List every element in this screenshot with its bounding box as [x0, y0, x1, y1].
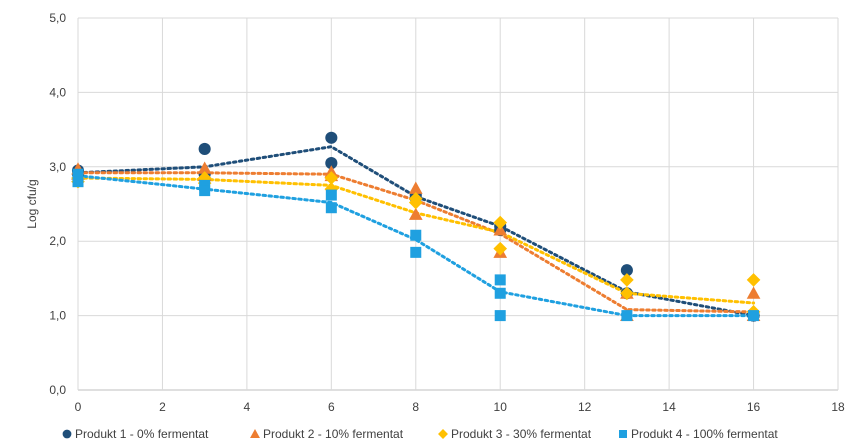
- data-point: [493, 241, 508, 256]
- x-axis: 0 2 4 6 8 10 12 14 16 18: [75, 400, 845, 414]
- y-tick-label: 5,0: [49, 11, 66, 25]
- data-point: [493, 215, 508, 230]
- data-point: [746, 286, 761, 299]
- data-point: [408, 207, 423, 220]
- legend: Produkt 1 - 0% fermentat Produkt 2 - 10% …: [62, 427, 778, 441]
- data-point: [410, 246, 422, 258]
- legend-label: Produkt 3 - 30% fermentat: [451, 427, 592, 441]
- data-point: [494, 287, 506, 299]
- legend-marker: [619, 430, 627, 438]
- data-point: [620, 264, 633, 277]
- data-point: [325, 157, 338, 170]
- y-tick-label: 2,0: [49, 234, 66, 248]
- legend-marker: [250, 429, 260, 438]
- y-axis-label: Log cfu/g: [25, 179, 39, 228]
- legend-item-1: Produkt 1 - 0% fermentat: [62, 427, 209, 441]
- legend-marker: [62, 429, 72, 439]
- data-point: [198, 142, 211, 155]
- y-axis: 0,0 1,0 2,0 3,0 4,0 5,0: [49, 11, 66, 397]
- data-point: [197, 161, 212, 174]
- data-point: [324, 171, 339, 185]
- legend-marker: [438, 429, 448, 439]
- legend-item-3: Produkt 3 - 30% fermentat: [438, 427, 592, 441]
- legend-label: Produkt 1 - 0% fermentat: [75, 427, 209, 441]
- x-tick-label: 10: [494, 400, 508, 414]
- data-point: [410, 229, 422, 241]
- x-tick-label: 6: [328, 400, 335, 414]
- x-tick-label: 2: [159, 400, 166, 414]
- series-4-points: [72, 168, 760, 322]
- data-point: [325, 131, 338, 144]
- x-tick-label: 18: [831, 400, 845, 414]
- x-tick-label: 14: [662, 400, 676, 414]
- data-point: [620, 286, 634, 301]
- legend-item-4: Produkt 4 - 100% fermentat: [619, 427, 778, 441]
- data-point: [494, 274, 506, 286]
- data-point: [408, 191, 423, 206]
- data-points: [71, 131, 761, 322]
- x-tick-label: 8: [412, 400, 419, 414]
- data-point: [325, 202, 337, 214]
- data-point: [748, 310, 760, 322]
- data-point: [746, 273, 761, 287]
- data-point: [325, 189, 337, 201]
- legend-item-2: Produkt 2 - 10% fermentat: [250, 427, 404, 441]
- grid: [77, 17, 839, 391]
- data-point: [199, 185, 211, 197]
- data-point: [408, 181, 423, 194]
- x-tick-label: 0: [75, 400, 82, 414]
- y-tick-label: 1,0: [49, 309, 66, 323]
- data-point: [620, 273, 634, 287]
- data-point: [621, 310, 633, 322]
- y-tick-label: 3,0: [49, 160, 66, 174]
- data-point: [494, 310, 506, 322]
- y-tick-label: 4,0: [49, 85, 66, 99]
- x-tick-label: 16: [747, 400, 761, 414]
- x-tick-label: 4: [244, 400, 251, 414]
- data-point: [72, 168, 84, 180]
- x-tick-label: 12: [578, 400, 592, 414]
- y-tick-label: 0,0: [49, 383, 66, 397]
- data-point: [72, 176, 84, 188]
- legend-label: Produkt 4 - 100% fermentat: [631, 427, 778, 441]
- legend-label: Produkt 2 - 10% fermentat: [263, 427, 404, 441]
